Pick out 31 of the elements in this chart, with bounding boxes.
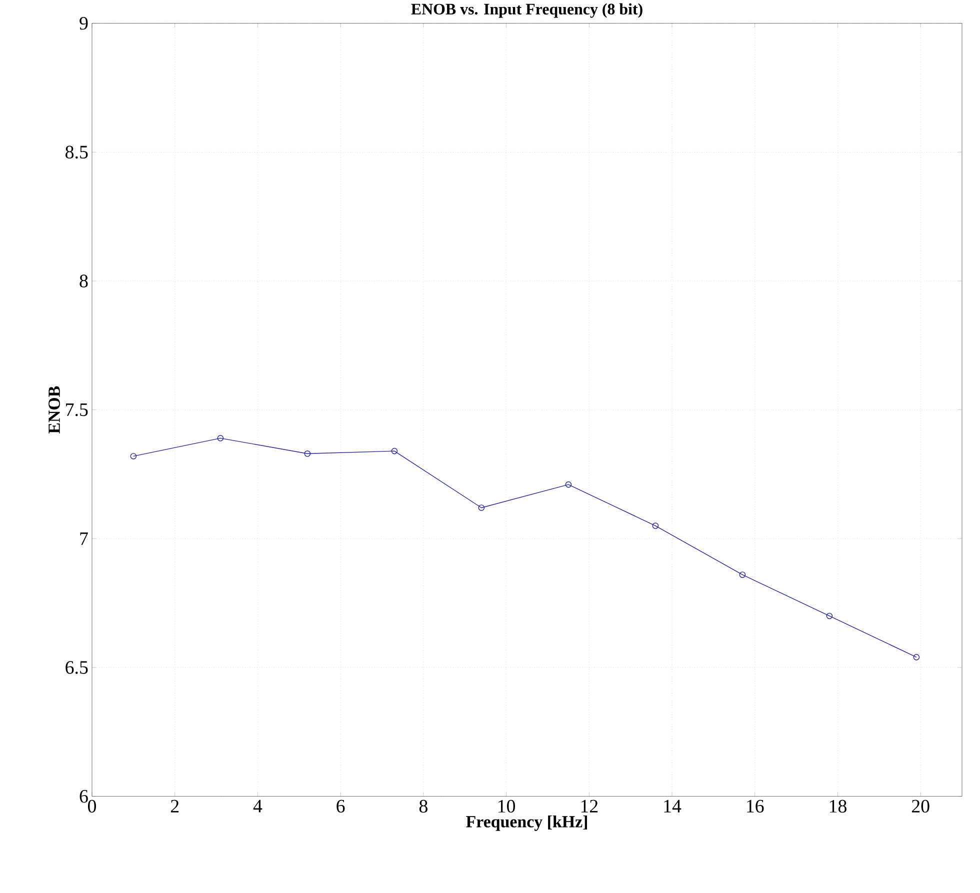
x-tick-label: 18 xyxy=(830,800,846,812)
x-tick-label: 10 xyxy=(498,800,516,812)
chart-title: ENOB vs. Input Frequency (8 bit) xyxy=(411,3,642,18)
x-tick-label: 6 xyxy=(336,800,345,812)
y-tick-label: 6.5 xyxy=(66,660,88,674)
point xyxy=(217,434,224,442)
point xyxy=(304,450,311,457)
point xyxy=(739,571,746,578)
y-tick-label: 6 xyxy=(80,790,88,803)
point xyxy=(391,448,398,454)
x-tick-label: 4 xyxy=(253,800,262,812)
x-tick-label: 14 xyxy=(664,800,682,812)
y-tick-label: 7 xyxy=(80,532,88,545)
x-tick-label: 12 xyxy=(581,800,598,812)
x-tick-label: 0 xyxy=(88,800,96,812)
x-tick-label: 8 xyxy=(419,800,428,812)
point xyxy=(130,452,137,460)
y-tick-label: 9 xyxy=(80,16,88,30)
x-tick-label: 20 xyxy=(912,800,930,812)
point xyxy=(478,504,485,511)
y-tick-label: 8.5 xyxy=(66,146,88,158)
point xyxy=(652,522,659,529)
y-tick-label: 7.5 xyxy=(66,403,88,416)
point xyxy=(826,612,833,619)
point xyxy=(913,654,920,660)
x-axis-title: Frequency [kHz] xyxy=(466,815,587,831)
x-tick-label: 2 xyxy=(170,800,179,812)
point xyxy=(565,481,572,488)
y-tick-label: 8 xyxy=(80,274,88,288)
x-tick-label: 16 xyxy=(747,800,764,812)
y-axis-title: ENOB xyxy=(48,386,60,434)
